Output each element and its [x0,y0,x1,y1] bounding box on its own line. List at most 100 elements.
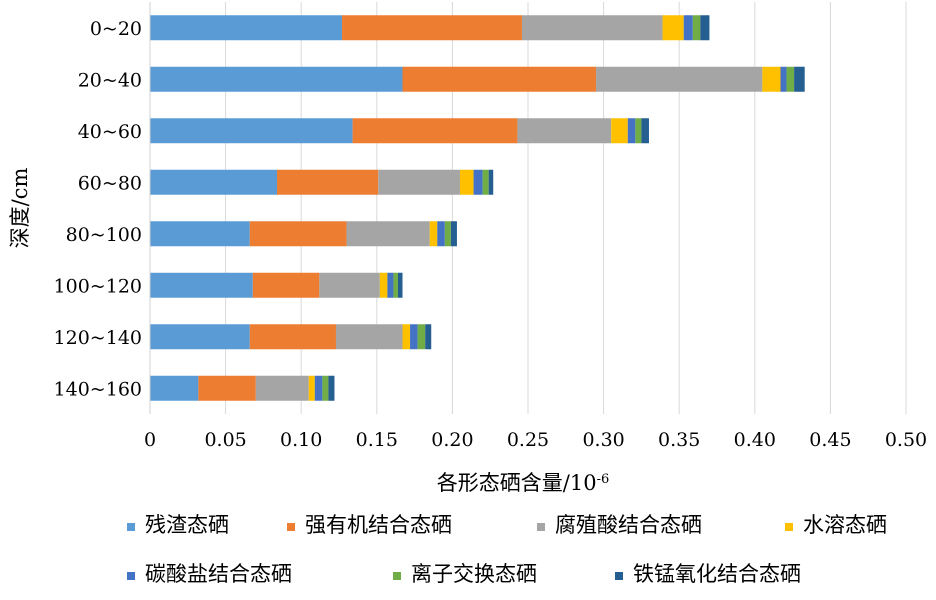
legend-swatch [785,523,793,531]
bar-segment [328,375,335,401]
bar-segment [611,118,628,144]
bar-segment [393,272,398,298]
x-tick-label: 0.20 [431,429,473,451]
bar-segment [150,272,253,298]
x-axis-title: 各形态硒含量/10-6 [437,471,609,495]
legend-swatch [393,572,401,580]
x-tick-label: 0.35 [658,429,700,451]
legend-item: 铁锰氧化结合态硒 [615,562,801,586]
bar-segment [277,169,379,195]
x-tick-label: 0 [144,429,156,451]
x-tick-label: 0.40 [734,429,776,451]
bar-segment [319,272,380,298]
legend-swatch [537,523,545,531]
bar-segment [459,169,474,195]
bar-segment [150,118,353,144]
bar-segment [635,118,642,144]
bar-segment [794,66,805,92]
bar-segment [641,118,649,144]
legend-item: 腐殖酸结合态硒 [537,513,702,537]
legend-item: 碳酸盐结合态硒 [127,562,292,586]
bar-segment [425,324,432,350]
legend-label: 铁锰氧化结合态硒 [633,562,801,586]
bar-segment [402,324,411,350]
x-axis-title-superscript: -6 [597,472,610,487]
bar-segment [335,324,403,350]
bar-segment [342,15,522,41]
x-tick-label: 0.15 [356,429,398,451]
bar-segment [786,66,795,92]
bar-segment [150,66,403,92]
legend-label: 强有机结合态硒 [305,513,452,537]
legend-label: 离子交换态硒 [411,562,537,586]
bar-segment [314,375,323,401]
legend-label: 水溶态硒 [803,513,887,537]
x-tick-labels: 0 0.05 0.10 0.15 0.20 0.25 0.30 0.35 0.40 0.45 0.5… [144,429,927,451]
bar-segment [387,272,394,298]
y-tick-label: 20~40 [78,69,142,91]
y-tick-label: 80~100 [66,224,142,246]
y-tick-label: 100~120 [54,275,142,297]
y-tick-label: 120~140 [54,327,142,349]
bar-segment [488,169,494,195]
bar-segment [780,66,787,92]
bar-segment [150,15,343,41]
bar-segment [402,66,597,92]
y-tick-labels: 0~20 20~40 40~60 60~80 80~100 100~120 120~140 1… [54,18,142,401]
bar-segment [198,375,256,401]
legend-item: 水溶态硒 [785,513,887,537]
legend-swatch [127,523,135,531]
x-tick-label: 0.25 [507,429,549,451]
bars [150,15,805,401]
bar-segment [352,118,518,144]
legend-label: 残渣态硒 [145,513,229,537]
bar-segment [429,221,438,247]
y-tick-label: 140~160 [54,378,142,400]
x-tick-label: 0.05 [204,429,246,451]
bar-segment [762,66,781,92]
bar-segment [410,324,418,350]
bar-segment [397,272,403,298]
bar-segment [249,324,336,350]
bar-segment [417,324,426,350]
bar-segment [473,169,483,195]
bar-segment [346,221,430,247]
x-tick-label: 0.45 [809,429,851,451]
legend-label: 碳酸盐结合态硒 [145,562,292,586]
y-tick-label: 0~20 [90,18,142,40]
bar-segment [692,15,701,41]
x-tick-label: 0.30 [582,429,624,451]
x-tick-label: 0.50 [885,429,927,451]
bar-segment [450,221,457,247]
x-tick-label: 0.10 [280,429,322,451]
bar-segment [322,375,329,401]
bar-segment [596,66,763,92]
legend-swatch [615,572,623,580]
legend-swatch [287,523,295,531]
bar-segment [517,118,612,144]
bar-segment [482,169,489,195]
legend-swatch [127,572,135,580]
bar-segment [437,221,445,247]
bar-segment [150,221,250,247]
bar-segment [683,15,693,41]
bar-segment [379,272,388,298]
bar-segment [255,375,309,401]
y-tick-label: 40~60 [78,121,142,143]
bar-segment [700,15,710,41]
bar-segment [521,15,663,41]
bar-segment [627,118,636,144]
bar-segment [378,169,460,195]
bar-segment [252,272,320,298]
gridlines [149,2,907,414]
bar-segment [150,375,199,401]
bar-segment [150,169,278,195]
legend-item: 残渣态硒 [127,513,229,537]
legend-item: 强有机结合态硒 [287,513,452,537]
legend-label: 腐殖酸结合态硒 [555,513,702,537]
bar-segment [662,15,684,41]
y-tick-label: 60~80 [78,172,142,194]
bar-segment [150,324,250,350]
